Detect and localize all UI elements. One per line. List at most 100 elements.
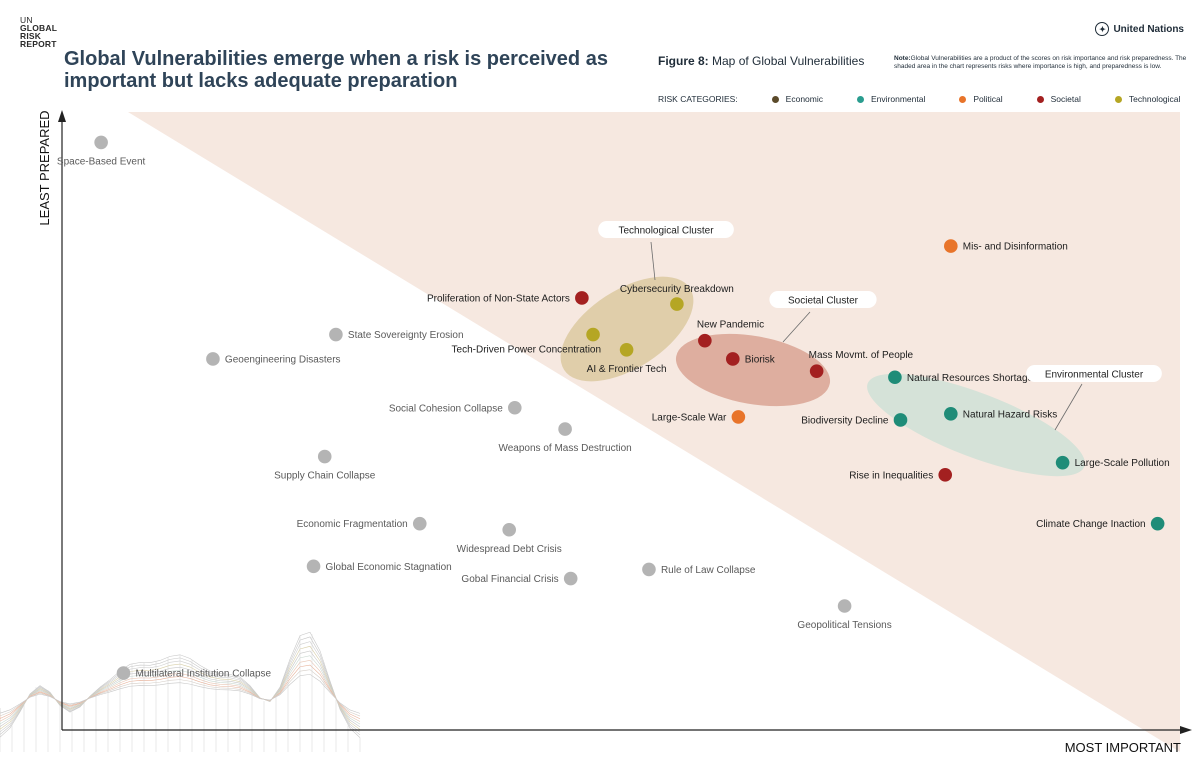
label-biodiversity-decline: Biodiversity Decline — [801, 415, 889, 426]
logo-line-3: RISK — [20, 31, 42, 41]
technological-cluster-area — [560, 276, 694, 382]
legend-dot-technological — [1114, 95, 1122, 103]
environmental-cluster-label: Environmental Cluster — [1045, 370, 1144, 381]
point-economic-fragmentation — [412, 516, 427, 531]
label-tech-driven-power-concentration: Tech-Driven Power Concentration — [452, 345, 602, 356]
societal-cluster-area — [675, 333, 831, 407]
legend-text-economic: Economic — [785, 94, 823, 104]
label-rise-in-inequalities: Rise in Inequalities — [849, 470, 933, 481]
label-ai-frontier-tech: AI & Frontier Tech — [587, 364, 667, 375]
label-large-scale-pollution: Large-Scale Pollution — [1075, 458, 1170, 469]
legend-item-technological: Technological — [1114, 94, 1181, 104]
point-weapons-of-mass-destruction — [558, 422, 572, 436]
label-geopolitical-tensions: Geopolitical Tensions — [797, 620, 891, 631]
label-mass-movmt-of-people: Mass Movmt. of People — [809, 350, 914, 361]
point-state-sovereignty-erosion — [329, 327, 343, 342]
technological-cluster-label: Technological Cluster — [618, 226, 714, 237]
point-mis-and-disinformation — [944, 239, 958, 253]
label-economic-fragmentation: Economic Fragmentation — [297, 519, 408, 530]
figure-note: Note:Global Vulnerabilities are a produc… — [894, 55, 1194, 71]
logo-line-4: REPORT — [20, 39, 57, 49]
point-rise-in-inequalities — [938, 468, 953, 482]
label-biorisk: Biorisk — [745, 354, 776, 365]
societal-cluster-label: Societal Cluster — [788, 296, 859, 307]
label-social-cohesion-collapse: Social Cohesion Collapse — [389, 403, 503, 414]
point-biodiversity-decline — [893, 413, 908, 427]
logo-line-1: UN — [20, 15, 33, 25]
environmental-cluster-area — [867, 373, 1085, 477]
technological-cluster-pill — [598, 221, 734, 238]
legend-text-environmental: Environmental — [871, 94, 926, 104]
legend-item-economic: Economic — [771, 94, 823, 104]
legend: RISK CATEGORIES: Economic Environmental … — [658, 94, 1180, 104]
note-text: Global Vulnerabilities are a product of … — [894, 55, 1187, 70]
legend-dot-environmental — [857, 95, 864, 103]
label-weapons-of-mass-destruction: Weapons of Mass Destruction — [498, 443, 631, 454]
point-ai-frontier-tech — [619, 343, 634, 357]
point-social-cohesion-collapse — [507, 400, 522, 415]
figure-name: Map of Global Vulnerabilities — [712, 54, 865, 68]
point-mass-movmt-of-people — [809, 364, 824, 378]
point-large-scale-pollution — [1055, 455, 1070, 470]
terrain-line — [0, 674, 361, 714]
point-supply-chain-collapse — [317, 449, 332, 464]
label-state-sovereignty-erosion: State Sovereignty Erosion — [348, 330, 464, 341]
label-geoengineering-disasters: Geoengineering Disasters — [225, 354, 341, 365]
logo-line-2: GLOBAL — [20, 23, 58, 33]
label-supply-chain-collapse: Supply Chain Collapse — [274, 471, 376, 482]
label-space-based-event: Space-Based Event — [57, 156, 146, 167]
point-multilateral-institution-collapse — [116, 666, 131, 680]
page-headline: Global Vulnerabilities emerge when a ris… — [64, 48, 608, 92]
point-widespread-debt-crisis — [502, 522, 516, 537]
legend-text-technological: Technological — [1128, 94, 1181, 104]
un-emblem-icon: ✦ — [1095, 22, 1110, 36]
label-multilateral-institution-collapse: Multilateral Institution Collapse — [135, 669, 271, 680]
legend-item-societal: Societal — [1036, 94, 1081, 104]
point-global-economic-stagnation — [306, 559, 321, 574]
y-axis-arrow — [58, 110, 66, 122]
label-proliferation-of-non-state-actors: Proliferation of Non-State Actors — [427, 293, 570, 304]
legend-text-societal: Societal — [1050, 94, 1081, 104]
report-logo: UN GLOBAL RISK REPORT — [20, 15, 58, 49]
un-brand: ✦ United Nations — [1095, 22, 1184, 36]
label-cybersecurity-breakdown: Cybersecurity Breakdown — [620, 284, 734, 295]
point-natural-hazard-risks — [944, 407, 958, 421]
un-name: United Nations — [1113, 23, 1184, 35]
y-axis-label: LEAST PREPARED — [37, 110, 52, 225]
label-natural-hazard-risks: Natural Hazard Risks — [963, 409, 1057, 420]
point-large-scale-war — [731, 410, 746, 424]
point-proliferation-of-non-state-actors — [575, 291, 589, 305]
point-rule-of-law-collapse — [642, 562, 656, 577]
point-geopolitical-tensions — [837, 599, 852, 613]
environmental-cluster-leader — [1054, 383, 1083, 431]
legend-text-political: Political — [973, 94, 1003, 104]
label-rule-of-law-collapse: Rule of Law Collapse — [661, 565, 756, 576]
x-axis-arrow — [1180, 726, 1192, 734]
point-natural-resources-shortages — [888, 370, 902, 385]
point-geoengineering-disasters — [206, 352, 220, 366]
legend-item-environmental: Environmental — [857, 94, 925, 104]
label-gobal-financial-crisis: Gobal Financial Crisis — [461, 574, 558, 585]
point-gobal-financial-crisis — [563, 571, 578, 586]
legend-dot-societal — [1036, 95, 1044, 103]
point-biorisk — [726, 352, 740, 366]
legend-item-political: Political — [959, 94, 1003, 104]
label-large-scale-war: Large-Scale War — [652, 412, 727, 423]
societal-cluster-leader — [782, 311, 811, 343]
legend-label: RISK CATEGORIES: — [658, 94, 738, 104]
note-label: Note: — [894, 55, 911, 62]
label-global-economic-stagnation: Global Economic Stagnation — [326, 562, 452, 573]
label-climate-change-inaction: Climate Change Inaction — [1036, 519, 1146, 530]
point-climate-change-inaction — [1150, 516, 1165, 531]
societal-cluster-pill — [769, 291, 877, 308]
point-cybersecurity-breakdown — [670, 297, 684, 311]
terrain-decoration — [0, 631, 361, 752]
point-space-based-event — [94, 135, 108, 150]
label-widespread-debt-crisis: Widespread Debt Crisis — [457, 544, 562, 555]
legend-dot-economic — [771, 95, 779, 103]
point-new-pandemic — [698, 333, 712, 348]
label-new-pandemic: New Pandemic — [697, 320, 764, 331]
technological-cluster-leader — [650, 241, 656, 281]
label-mis-and-disinformation: Mis- and Disinformation — [963, 242, 1068, 253]
